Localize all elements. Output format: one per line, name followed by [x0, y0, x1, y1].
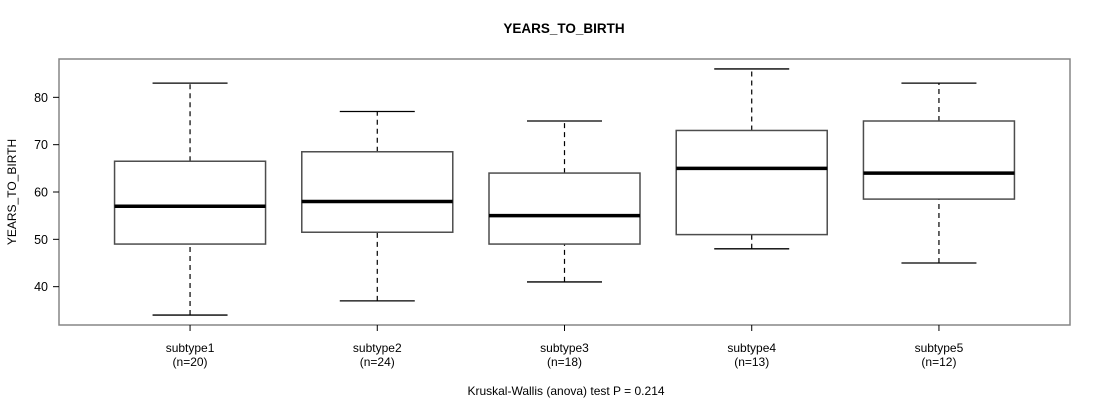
iqr-box — [862, 120, 1016, 200]
stat-test-caption: Kruskal-Wallis (anova) test P = 0.214 — [467, 384, 664, 398]
iqr-box — [488, 172, 641, 245]
box-group-subtype5 — [862, 82, 1016, 264]
category-label: subtype1 — [166, 341, 215, 355]
iqr-box — [113, 160, 267, 245]
iqr-box — [675, 129, 828, 236]
category-label: subtype3 — [540, 341, 589, 355]
y-tick-label: 60 — [34, 186, 48, 200]
chart-title: YEARS_TO_BIRTH — [503, 21, 624, 36]
category-label: subtype4 — [727, 341, 776, 355]
category-label: subtype5 — [915, 341, 964, 355]
box-group-subtype4 — [675, 68, 828, 250]
y-axis-label: YEARS_TO_BIRTH — [5, 139, 19, 245]
iqr-box — [301, 151, 454, 233]
y-tick-label: 50 — [34, 233, 48, 247]
box-group-subtype3 — [488, 120, 641, 283]
box-group-subtype2 — [301, 110, 454, 302]
category-sample-size-label: (n=12) — [921, 355, 956, 369]
category-label: subtype2 — [353, 341, 402, 355]
category-sample-size-label: (n=24) — [360, 355, 395, 369]
axes-layer: 40 50 60 70 80 — [34, 91, 59, 294]
boxes-layer — [113, 68, 1016, 316]
y-tick-label: 80 — [34, 91, 48, 105]
category-labels-layer: subtype1(n=20)subtype2(n=24)subtype3(n=1… — [166, 325, 964, 369]
category-sample-size-label: (n=20) — [173, 355, 208, 369]
box-group-subtype1 — [113, 82, 267, 316]
category-sample-size-label: (n=18) — [547, 355, 582, 369]
y-tick-label: 70 — [34, 138, 48, 152]
category-sample-size-label: (n=13) — [734, 355, 769, 369]
y-tick-label: 40 — [34, 280, 48, 294]
